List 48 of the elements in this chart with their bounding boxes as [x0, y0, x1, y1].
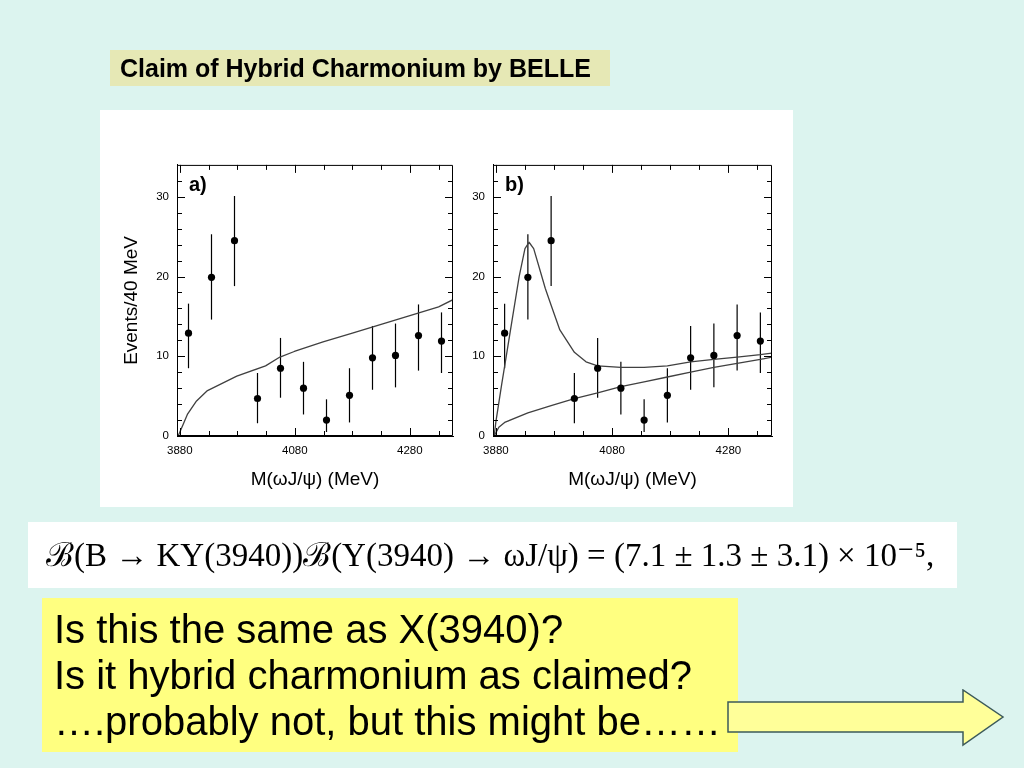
point [710, 351, 718, 360]
y-tick-label: 20 [156, 269, 169, 282]
y-tick-label: 30 [472, 189, 485, 202]
x-tick-label: 4080 [282, 444, 308, 457]
point [501, 329, 509, 337]
point [524, 273, 532, 281]
point [733, 331, 741, 340]
point [299, 384, 308, 392]
x-tick-label: 4280 [715, 444, 742, 457]
x-tick-label: 4280 [397, 444, 423, 457]
y-tick-label: 0 [478, 429, 485, 442]
x-axis-title: M(ωJ/ψ) (MeV) [568, 467, 697, 489]
point [207, 273, 216, 281]
point [437, 337, 446, 345]
point [230, 237, 239, 245]
point [663, 391, 671, 399]
point [322, 416, 331, 424]
point [570, 394, 578, 403]
y-tick-label: 0 [162, 429, 169, 442]
annotation: b) [505, 172, 524, 195]
point [756, 337, 764, 345]
y-tick-label: 10 [156, 349, 169, 362]
point [687, 354, 695, 362]
x-axis-title: M(ωJ/ψ) (MeV) [250, 467, 380, 489]
point [368, 354, 377, 362]
point [414, 331, 423, 340]
point [617, 384, 625, 392]
chart-title: Claim of Hybrid Charmonium by BELLE [110, 50, 610, 86]
point [391, 351, 400, 360]
text: ….probably not, but this might be…… [54, 698, 722, 744]
x-tick-label: 3880 [167, 444, 193, 457]
y-tick-label: 10 [472, 349, 485, 362]
point [253, 394, 262, 403]
point [345, 391, 354, 399]
annotation: a) [189, 172, 207, 195]
point [184, 329, 193, 337]
x-tick-label: 4080 [599, 444, 625, 457]
point [594, 364, 602, 372]
point [276, 364, 285, 372]
y-tick-label: 20 [472, 269, 485, 282]
text: Is this the same as X(3940)? [54, 606, 565, 652]
y-tick-label: 30 [156, 189, 169, 202]
point [640, 416, 648, 424]
point [547, 237, 555, 245]
text: Is it hybrid charmonium as claimed? [54, 652, 694, 698]
y-axis-title: Events/40 MeV [119, 235, 141, 365]
x-tick-label: 3880 [483, 444, 509, 457]
text: ℬ(B → KY(3940))ℬ(Y(3940) → ωJ/ψ) = (7.1 ± 1.3 ± 3.1) × 10⁻⁵, [28, 522, 957, 588]
